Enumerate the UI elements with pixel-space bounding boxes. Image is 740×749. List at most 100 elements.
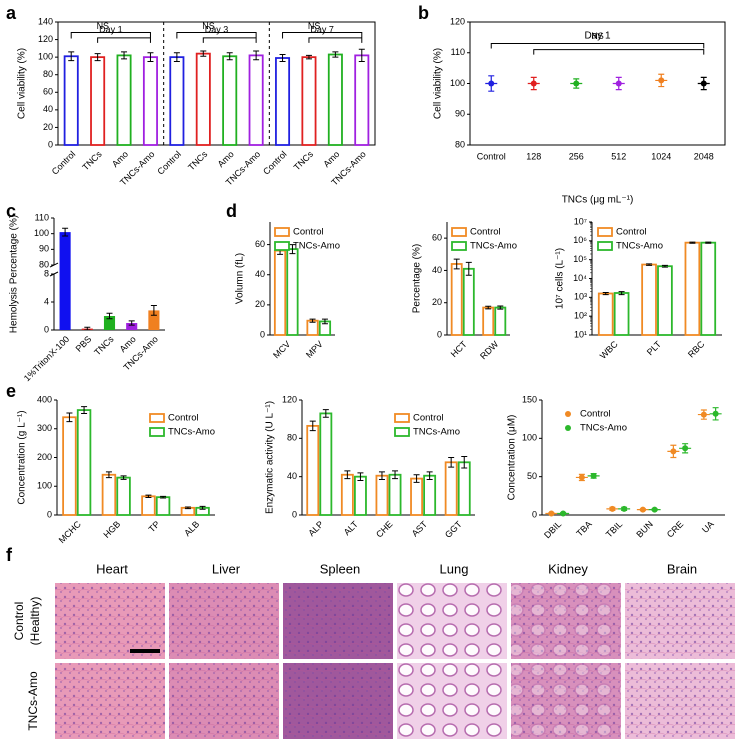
x-tick-label: Amo bbox=[110, 149, 130, 169]
error-bar bbox=[322, 409, 329, 418]
chart: 0 20 40 60 Volumn (fL) MCV MPV Control TNCs-Amo bbox=[235, 222, 340, 360]
chart: 0 4 880 90 100 110 Hemolysis Percentage (%)1%T… bbox=[9, 212, 165, 383]
point bbox=[573, 80, 580, 87]
y-axis-label: Cell viability (%) bbox=[17, 48, 28, 119]
error-bar bbox=[344, 470, 351, 480]
y-tick-label: 100 bbox=[522, 433, 537, 443]
legend-label: Control bbox=[413, 413, 444, 424]
x-tick-label: RDW bbox=[478, 339, 501, 362]
y-axis-label: 10⁷ cells (L⁻¹) bbox=[555, 248, 566, 309]
legend-label: Control bbox=[616, 227, 647, 238]
y-axis-label: Cell viability (%) bbox=[433, 48, 444, 119]
legend-label: TNCs-Amo bbox=[616, 241, 663, 252]
error-bar bbox=[121, 51, 128, 60]
y-tick-label: 150 bbox=[522, 394, 537, 404]
y-tick-label: 0 bbox=[532, 509, 537, 519]
bar bbox=[353, 475, 367, 516]
y-tick-label: 0 bbox=[437, 329, 442, 339]
x-tick-label: DBIL bbox=[542, 519, 563, 540]
tissue-texture bbox=[625, 663, 735, 739]
bar bbox=[457, 461, 471, 516]
panel-letter: c bbox=[6, 201, 16, 221]
tissue-texture bbox=[511, 663, 621, 739]
group-label: Day 7 bbox=[310, 24, 334, 34]
error-bar bbox=[200, 50, 207, 57]
plot-frame bbox=[57, 21, 376, 146]
x-tick-label: TNCs bbox=[92, 334, 116, 358]
error-bar bbox=[497, 305, 504, 310]
point bbox=[615, 80, 622, 87]
bar bbox=[116, 476, 131, 516]
error-bar bbox=[106, 312, 113, 320]
error-bar bbox=[105, 471, 112, 479]
error-bar bbox=[705, 241, 712, 244]
tissue-texture bbox=[625, 583, 735, 659]
error-bar bbox=[309, 420, 316, 432]
bar bbox=[155, 496, 171, 516]
tissue-texture bbox=[283, 663, 393, 739]
bar bbox=[76, 409, 92, 516]
group-label: Day 3 bbox=[205, 24, 229, 34]
bar bbox=[286, 248, 299, 336]
bar bbox=[301, 56, 317, 146]
error-bar bbox=[332, 51, 339, 58]
error-bar bbox=[184, 506, 191, 510]
y-tick-label: 120 bbox=[450, 16, 465, 26]
legend-marker bbox=[565, 425, 571, 431]
x-tick-label: Control bbox=[50, 149, 78, 177]
error-bar bbox=[453, 258, 460, 270]
y-tick-label: 20 bbox=[432, 297, 442, 307]
row-label: TNCs-Amo bbox=[26, 671, 40, 731]
error-bar bbox=[309, 318, 316, 323]
tissue-texture bbox=[511, 583, 621, 659]
bar bbox=[388, 473, 402, 516]
bar bbox=[410, 477, 424, 516]
point bbox=[609, 505, 616, 512]
y-tick-label: 10⁶ bbox=[573, 235, 587, 245]
error-bar bbox=[358, 48, 365, 63]
error-bar bbox=[305, 54, 312, 60]
error-bar bbox=[378, 471, 385, 481]
point bbox=[590, 472, 597, 479]
y-tick-label: 0 bbox=[47, 509, 52, 519]
annotation: NS bbox=[308, 21, 321, 31]
bar bbox=[306, 319, 319, 336]
y-tick-label: 40 bbox=[287, 471, 297, 481]
point bbox=[639, 506, 646, 513]
legend-marker bbox=[149, 413, 165, 423]
axis-line bbox=[541, 400, 725, 516]
legend-label: TNCs-Amo bbox=[580, 423, 627, 434]
bar bbox=[482, 306, 495, 336]
y-tick-label: 40 bbox=[432, 265, 442, 275]
bar bbox=[148, 310, 160, 330]
x-tick-label: 1024 bbox=[651, 151, 671, 161]
y-tick-label: 0 bbox=[44, 324, 49, 334]
bar bbox=[275, 57, 291, 146]
error-bar bbox=[160, 495, 167, 499]
legend-marker bbox=[451, 227, 467, 237]
x-tick-label: PBS bbox=[74, 334, 94, 354]
y-tick-label: 80 bbox=[39, 259, 49, 269]
legend-label: TNCs-Amo bbox=[470, 241, 517, 252]
error-bar bbox=[199, 505, 206, 510]
chart: 0 100 200 300 400 Concentration (g L⁻¹) MCHC HG… bbox=[17, 394, 215, 545]
bar bbox=[641, 263, 657, 336]
column-label: Heart bbox=[96, 561, 128, 576]
panel-letter: e bbox=[6, 381, 16, 401]
error-bar bbox=[448, 457, 455, 468]
column-label: Kidney bbox=[548, 561, 588, 576]
tissue-texture bbox=[397, 583, 507, 659]
y-tick-label: 0 bbox=[48, 139, 53, 149]
annotation: NS bbox=[97, 21, 110, 31]
point bbox=[578, 474, 585, 481]
x-tick-label: 1%TritonX-100 bbox=[22, 334, 71, 383]
error-bar bbox=[426, 471, 433, 481]
y-tick-label: 200 bbox=[37, 452, 52, 462]
bar bbox=[101, 473, 117, 516]
x-tick-label: ALT bbox=[342, 519, 361, 538]
legend-label: Control bbox=[470, 227, 501, 238]
bar bbox=[169, 56, 185, 146]
x-tick-label: HGB bbox=[101, 519, 122, 540]
error-bar bbox=[279, 54, 286, 63]
